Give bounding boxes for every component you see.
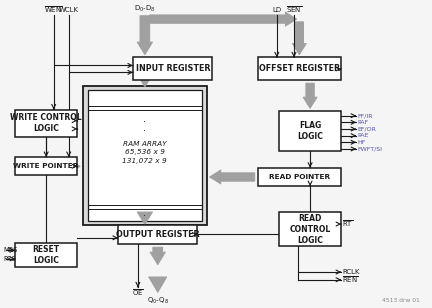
Text: $\overline{\rm WEN}$: $\overline{\rm WEN}$ [44,5,63,15]
Text: OUTPUT REGISTER: OUTPUT REGISTER [116,230,200,239]
Bar [15,243,77,267]
Bar [279,212,341,246]
Text: RCLK: RCLK [343,269,360,275]
FancyArrowPatch shape [292,22,306,55]
FancyArrowPatch shape [210,170,255,184]
Text: ·
·: · · [143,201,146,221]
Bar [279,111,341,151]
Bar [15,110,77,137]
Bar [257,168,341,186]
Text: PRS: PRS [3,256,16,262]
Text: $\overline{\rm SEN}$: $\overline{\rm SEN}$ [286,5,302,15]
Text: OFFSET REGISTER: OFFSET REGISTER [259,64,340,73]
Bar [88,90,202,221]
Text: $\overline{\rm REN}$: $\overline{\rm REN}$ [343,275,359,285]
FancyArrowPatch shape [150,247,165,265]
FancyArrowPatch shape [303,83,317,108]
Bar [83,86,207,225]
FancyArrowPatch shape [137,74,152,87]
Text: D$_0$-D$_8$: D$_0$-D$_8$ [134,4,156,14]
Text: LD: LD [272,7,281,13]
Text: $\overline{\rm RT}$: $\overline{\rm RT}$ [343,219,354,229]
Text: HF: HF [357,140,365,145]
Bar [15,157,77,176]
FancyArrowPatch shape [150,12,297,26]
FancyArrowPatch shape [137,16,152,55]
FancyArrowPatch shape [149,277,167,292]
Bar [118,225,197,245]
Text: WRITE CONTROL
LOGIC: WRITE CONTROL LOGIC [10,113,82,133]
Text: $\overline{\rm OE}$: $\overline{\rm OE}$ [132,287,144,298]
Text: INPUT REGISTER: INPUT REGISTER [136,64,210,73]
Text: WCLK: WCLK [59,7,79,13]
Text: RAM ARRAY
65,536 x 9
131,072 x 9: RAM ARRAY 65,536 x 9 131,072 x 9 [123,141,167,164]
Text: FWFT/SI: FWFT/SI [357,146,382,152]
Text: READ
CONTROL
LOGIC: READ CONTROL LOGIC [289,213,331,245]
Text: MRS: MRS [3,247,18,253]
Text: FF/IR: FF/IR [357,113,372,118]
Text: PAE: PAE [357,133,368,138]
Bar [257,57,341,80]
Text: 4513 drw 01: 4513 drw 01 [382,298,420,303]
Text: WRITE POINTER: WRITE POINTER [13,163,79,169]
Text: ·
·: · · [143,117,146,136]
Text: FLAG
LOGIC: FLAG LOGIC [297,121,323,141]
Text: READ POINTER: READ POINTER [269,174,330,180]
Text: Q$_0$-Q$_8$: Q$_0$-Q$_8$ [147,295,168,306]
FancyArrowPatch shape [137,212,152,225]
Text: RESET
LOGIC: RESET LOGIC [32,245,60,265]
Text: EF/OR: EF/OR [357,127,376,132]
Bar [133,57,213,80]
Text: PAF: PAF [357,120,368,125]
FancyArrowPatch shape [69,159,80,173]
